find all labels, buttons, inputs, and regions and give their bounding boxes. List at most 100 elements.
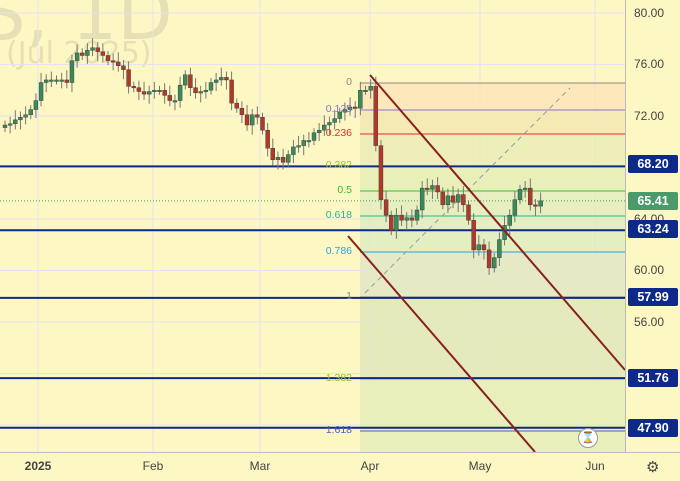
candle-up	[177, 84, 183, 101]
candle-up	[7, 123, 13, 126]
fib-level-label: 0.382	[325, 159, 352, 171]
time-tick: Apr	[360, 459, 380, 473]
candle-down	[224, 77, 229, 81]
candle-up	[152, 90, 157, 92]
candle-up	[85, 50, 90, 56]
candle-down	[528, 187, 533, 206]
candle-down	[131, 86, 136, 89]
candle-up	[414, 209, 420, 221]
candle-up	[445, 195, 451, 206]
price-axis[interactable]: 80.00 76.00 72.00 64.00 60.00 56.00 68.2…	[625, 0, 680, 452]
time-tick: Feb	[142, 459, 164, 473]
candle-down	[389, 214, 394, 231]
candle-up	[28, 109, 33, 115]
time-tick: Mar	[249, 459, 271, 473]
candle-up	[296, 145, 301, 148]
candle-up	[146, 91, 152, 95]
candle-up	[394, 214, 399, 231]
candle-down	[409, 217, 415, 221]
fib-level-label: 1.382	[325, 372, 352, 384]
candle-down	[110, 60, 116, 63]
candle-up	[358, 90, 363, 109]
price-label-68-20: 68.20	[628, 155, 678, 173]
candle-down	[255, 114, 260, 118]
candle-up	[327, 122, 332, 126]
candle-up	[44, 79, 49, 83]
price-label-57-99: 57.99	[628, 288, 678, 306]
fib-level-label: 0.5	[337, 184, 352, 196]
candle-down	[239, 108, 245, 115]
candle-up	[291, 146, 296, 155]
candle-up	[492, 257, 497, 269]
candle-up	[198, 91, 203, 94]
candle-up	[69, 60, 75, 83]
watermark-symbol: S, 1D	[0, 0, 173, 56]
candle-up	[74, 52, 80, 61]
candle-up	[363, 90, 368, 92]
candle-down	[64, 79, 70, 83]
candle-up	[347, 106, 353, 110]
candle-down	[234, 102, 239, 109]
candle-up	[311, 132, 317, 141]
candle-down	[471, 220, 476, 251]
candle-up	[322, 124, 327, 131]
candle-up	[213, 79, 219, 83]
candle-down	[260, 117, 265, 131]
candle-down	[244, 114, 250, 126]
time-axis[interactable]: 2025 Feb Mar Apr May Jun ⚙	[0, 452, 680, 481]
candle-up	[497, 239, 502, 258]
time-tick: 2025	[24, 459, 52, 473]
price-tick: 80.00	[634, 6, 665, 20]
candle-up	[404, 217, 409, 221]
price-label-51-76: 51.76	[628, 369, 678, 387]
fib-zone	[360, 216, 625, 252]
fib-zone	[360, 110, 625, 134]
candle-up	[90, 47, 95, 51]
candle-down	[486, 249, 492, 269]
candle-up	[316, 129, 322, 133]
candle-down	[188, 74, 193, 88]
candle-up	[332, 118, 337, 123]
candle-down	[373, 86, 378, 146]
time-tick: May	[468, 459, 492, 473]
price-tick: 56.00	[634, 315, 665, 329]
candle-up	[59, 79, 64, 82]
fib-level-label: 1.618	[325, 424, 352, 436]
candle-up	[301, 140, 306, 146]
candle-up	[18, 117, 23, 121]
candle-down	[425, 187, 430, 190]
fib-level-label: 0.618	[325, 209, 352, 221]
candle-up	[275, 156, 281, 160]
candle-down	[80, 52, 85, 56]
candle-up	[13, 119, 18, 124]
price-tick: 72.00	[634, 109, 665, 123]
candle-up	[54, 79, 59, 82]
price-chart[interactable]	[0, 0, 625, 452]
hourglass-icon[interactable]: ⌛	[578, 428, 598, 448]
fib-zone	[360, 191, 625, 216]
fib-zone	[360, 379, 625, 431]
candle-down	[440, 191, 445, 206]
candle-down	[121, 65, 126, 70]
candle-down	[378, 145, 384, 200]
fib-zone	[360, 83, 625, 110]
candle-up	[219, 77, 224, 81]
fib-level-label: 0.125	[325, 103, 352, 115]
candle-down	[270, 147, 275, 160]
candle-down	[466, 204, 471, 221]
candle-down	[353, 106, 358, 109]
time-tick: Jun	[585, 459, 605, 473]
gear-icon[interactable]: ⚙	[646, 459, 660, 476]
candle-down	[100, 51, 106, 56]
candle-up	[49, 79, 54, 82]
candle-up	[286, 154, 291, 163]
channel-lower-line	[347, 235, 536, 452]
candle-up	[203, 90, 209, 92]
candle-down	[450, 195, 456, 203]
candle-up	[172, 100, 178, 103]
candle-down	[95, 47, 100, 52]
candle-down	[461, 194, 466, 206]
candle-up	[183, 74, 188, 86]
candle-up	[342, 109, 348, 113]
candle-up	[517, 189, 523, 200]
